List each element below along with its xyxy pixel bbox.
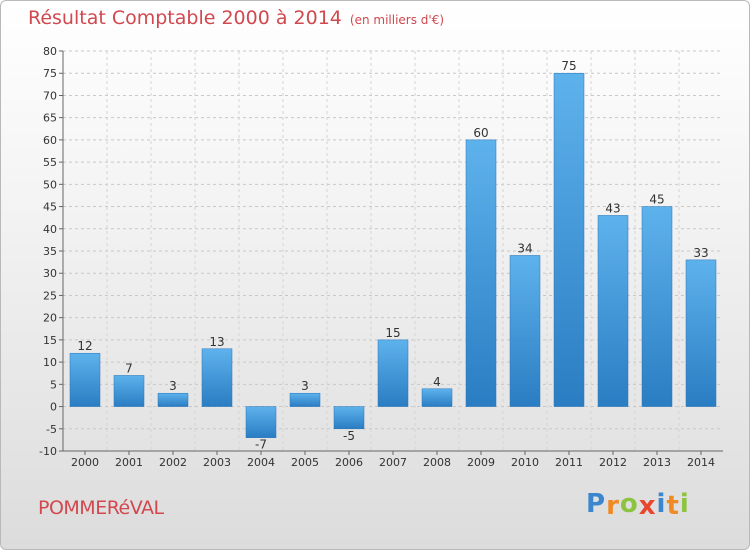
- x-tick-label: 2009: [467, 456, 495, 469]
- bar: [641, 206, 673, 407]
- proxiti-logo: Proxiti: [586, 489, 690, 521]
- data-label: 43: [605, 201, 620, 215]
- y-tick-label: 5: [50, 378, 57, 391]
- y-tick-label: -10: [39, 445, 57, 458]
- data-labels: 12 7 3 13 -7 3 -5 15 4 60 34 75 43 45 33: [77, 59, 708, 451]
- bar: [333, 406, 365, 430]
- y-tick-label: 20: [43, 312, 57, 325]
- data-label: 34: [517, 241, 532, 255]
- x-tick-label: 2012: [599, 456, 627, 469]
- x-tick-label: 2001: [115, 456, 143, 469]
- axes: -10 -5 0 5 10 15 20 25 30 35 40 45 50 55 60 65 70 75 80 200…: [39, 45, 723, 469]
- data-label: 3: [301, 379, 309, 393]
- x-tick-label: 2005: [291, 456, 319, 469]
- title-row: Résultat Comptable 2000 à 2014 (en millie…: [28, 7, 444, 29]
- data-label: -5: [343, 429, 355, 443]
- logo-letter: o: [619, 489, 639, 519]
- data-label: 45: [649, 193, 664, 207]
- x-tick-label: 2002: [159, 456, 187, 469]
- bar: [597, 215, 629, 407]
- x-tick-label: 2007: [379, 456, 407, 469]
- logo-letter: P: [586, 489, 607, 519]
- x-tick-label: 2010: [511, 456, 539, 469]
- data-label: 33: [693, 246, 708, 260]
- bar: [685, 259, 717, 407]
- x-tick-label: 2008: [423, 456, 451, 469]
- x-tick-label: 2011: [555, 456, 583, 469]
- y-tick-label: 25: [43, 289, 57, 302]
- logo-letter: i: [679, 489, 690, 519]
- logo-letter: t: [666, 491, 680, 521]
- y-tick-label: 55: [43, 156, 57, 169]
- bar: [113, 375, 145, 407]
- y-tick-label: 30: [43, 267, 57, 280]
- y-tick-label: 45: [43, 201, 57, 214]
- data-label: 4: [433, 375, 441, 389]
- y-tick-label: 70: [43, 89, 57, 102]
- logo-letter: r: [606, 491, 620, 521]
- x-tick-label: 2000: [71, 456, 99, 469]
- y-tick-label: 60: [43, 134, 57, 147]
- logo-letter: x: [638, 491, 657, 521]
- x-tick-label: 2004: [247, 456, 275, 469]
- data-label: 3: [169, 379, 177, 393]
- x-tick-label: 2013: [643, 456, 671, 469]
- bar: [201, 348, 233, 407]
- data-label: 13: [209, 335, 224, 349]
- bar: [377, 339, 409, 407]
- y-tick-label: -5: [46, 423, 57, 436]
- y-tick-label: 75: [43, 67, 57, 80]
- y-tick-label: 10: [43, 356, 57, 369]
- bar: [245, 406, 277, 438]
- bar: [69, 352, 101, 407]
- data-label: 7: [125, 361, 133, 375]
- bar: [289, 392, 321, 407]
- bar: [465, 139, 497, 407]
- bar: [421, 388, 453, 407]
- y-tick-label: 35: [43, 245, 57, 258]
- logo-letter: i: [656, 489, 667, 519]
- data-label: 15: [385, 326, 400, 340]
- y-tick-label: 50: [43, 178, 57, 191]
- bar: [157, 392, 189, 407]
- bar: [553, 72, 585, 407]
- data-label: 60: [473, 126, 488, 140]
- y-tick-label: 80: [43, 45, 57, 58]
- x-tick-label: 2014: [687, 456, 715, 469]
- bars: [69, 72, 717, 438]
- data-label: 75: [561, 59, 576, 73]
- y-tick-label: 15: [43, 334, 57, 347]
- bar: [509, 255, 541, 407]
- x-tick-label: 2006: [335, 456, 363, 469]
- y-tick-label: 40: [43, 223, 57, 236]
- y-tick-label: 0: [50, 401, 57, 414]
- y-tick-label: 65: [43, 112, 57, 125]
- data-label: 12: [77, 339, 92, 353]
- data-label: -7: [255, 438, 267, 452]
- chart-title: Résultat Comptable 2000 à 2014: [28, 7, 342, 29]
- chart-unit: (en milliers d'€): [349, 13, 445, 27]
- commune-name: POMMERéVAL: [38, 497, 164, 519]
- x-tick-label: 2003: [203, 456, 231, 469]
